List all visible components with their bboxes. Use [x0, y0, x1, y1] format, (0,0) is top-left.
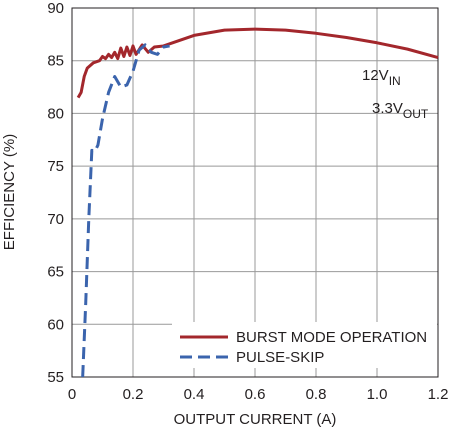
y-tick-label: 65	[47, 264, 64, 281]
legend-background	[172, 322, 437, 368]
x-tick-label: 0	[68, 386, 76, 403]
y-tick-label: 70	[47, 211, 64, 228]
x-tick-label: 0.6	[245, 386, 266, 403]
y-tick-label: 90	[47, 0, 64, 17]
annotation: 12VIN	[362, 67, 401, 88]
x-tick-label: 1.2	[428, 386, 449, 403]
series-line	[81, 43, 170, 378]
x-tick-label: 0.4	[184, 386, 205, 403]
annotation: 3.3VOUT	[372, 100, 429, 121]
x-tick-label: 0.8	[306, 386, 327, 403]
legend-label: BURST MODE OPERATION	[236, 329, 427, 346]
y-tick-label: 85	[47, 53, 64, 70]
y-tick-label: 55	[47, 369, 64, 386]
y-tick-label: 60	[47, 316, 64, 333]
x-tick-label: 0.2	[123, 386, 144, 403]
plot-frame	[71, 7, 439, 378]
y-tick-label: 75	[47, 158, 64, 175]
legend-label: PULSE-SKIP	[236, 349, 324, 366]
x-axis-label: OUTPUT CURRENT (A)	[174, 411, 337, 428]
y-tick-label: 80	[47, 105, 64, 122]
y-axis-label: EFFICIENCY (%)	[1, 134, 18, 250]
series-line	[76, 27, 439, 99]
x-tick-label: 1.0	[367, 386, 388, 403]
